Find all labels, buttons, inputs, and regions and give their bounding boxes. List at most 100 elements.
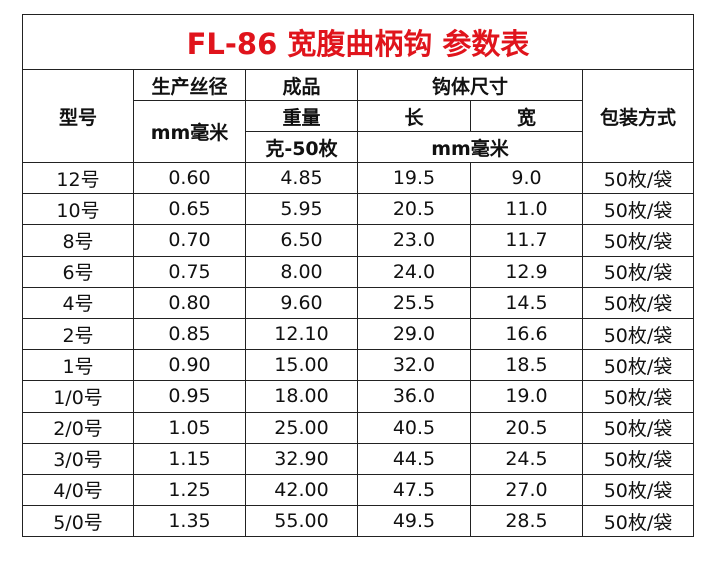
data-cell: 42.00 — [245, 473, 358, 507]
data-cell: 19.5 — [357, 161, 471, 195]
data-cell: 50枚/袋 — [582, 473, 694, 507]
header-cell: 重量 — [245, 100, 358, 132]
data-row: 5/0号 1.35 55.00 49.5 28.5 50枚/袋 — [22, 505, 694, 538]
header-cell: mm毫米 — [357, 131, 583, 163]
data-cell: 55.00 — [245, 505, 358, 538]
data-cell: 9.0 — [470, 161, 583, 195]
data-cell: 1.15 — [133, 442, 246, 475]
data-cell: 0.70 — [133, 224, 246, 257]
data-cell: 1.35 — [133, 505, 246, 538]
data-cell: 49.5 — [357, 505, 471, 538]
data-cell: 50枚/袋 — [582, 411, 694, 444]
data-cell: 6号 — [22, 255, 134, 288]
data-cell: 50枚/袋 — [582, 224, 694, 257]
data-cell: 12.9 — [470, 255, 583, 288]
data-cell: 50枚/袋 — [582, 442, 694, 475]
data-cell: 20.5 — [357, 193, 471, 226]
data-cell: 2/0号 — [22, 411, 134, 444]
data-cell: 23.0 — [357, 224, 471, 257]
data-cell: 4.85 — [245, 161, 358, 195]
title-row: FL-86 宽腹曲柄钩 参数表 — [22, 14, 694, 70]
data-cell: 12.10 — [245, 317, 358, 351]
header-row: mm毫米 重量 长 宽 — [23, 100, 694, 163]
data-cell: 18.5 — [470, 349, 583, 382]
data-cell: 2号 — [22, 317, 134, 351]
data-cell: 0.95 — [133, 380, 246, 413]
data-cell: 24.0 — [357, 255, 471, 288]
data-row: 3/0号 1.15 32.90 44.5 24.5 50枚/袋 — [22, 442, 694, 475]
title: FL-86 宽腹曲柄钩 参数表 — [22, 14, 694, 70]
header-cell: mm毫米 — [133, 100, 246, 163]
data-cell: 50枚/袋 — [582, 380, 694, 413]
header-cell: 型号 — [22, 69, 134, 163]
header-cell: 成品 — [245, 69, 358, 101]
data-cell: 16.6 — [470, 317, 583, 351]
data-row: 2/0号 1.05 25.00 40.5 20.5 50枚/袋 — [22, 411, 694, 444]
data-cell: 1号 — [22, 349, 134, 382]
data-cell: 50枚/袋 — [582, 255, 694, 288]
data-row: 10号 0.65 5.95 20.5 11.0 50枚/袋 — [22, 193, 694, 226]
data-cell: 4号 — [22, 286, 134, 319]
data-cell: 24.5 — [470, 442, 583, 475]
header-row: 型号 生产丝径 成品 钩体尺寸 包装方式 — [22, 69, 694, 163]
data-cell: 3/0号 — [22, 442, 134, 475]
header-row: 克-50枚 mm毫米 — [23, 131, 694, 163]
data-cell: 6.50 — [245, 224, 358, 257]
data-cell: 50枚/袋 — [582, 505, 694, 538]
data-cell: 14.5 — [470, 286, 583, 319]
data-row: 8号 0.70 6.50 23.0 11.7 50枚/袋 — [22, 224, 694, 257]
data-cell: 4/0号 — [22, 473, 134, 507]
data-cell: 28.5 — [470, 505, 583, 538]
data-row: 4号 0.80 9.60 25.5 14.5 50枚/袋 — [22, 286, 694, 319]
data-cell: 11.0 — [470, 193, 583, 226]
header-cell: 钩体尺寸 — [357, 69, 583, 101]
data-cell: 50枚/袋 — [582, 286, 694, 319]
param-table: FL-86 宽腹曲柄钩 参数表 型号 生产丝径 成品 钩体尺寸 包装方式 mm毫… — [22, 14, 694, 538]
data-cell: 50枚/袋 — [582, 161, 694, 195]
data-cell: 1.05 — [133, 411, 246, 444]
data-cell: 15.00 — [245, 349, 358, 382]
data-cell: 50枚/袋 — [582, 193, 694, 226]
data-row: 6号 0.75 8.00 24.0 12.9 50枚/袋 — [22, 255, 694, 288]
data-row: 2号 0.85 12.10 29.0 16.6 50枚/袋 — [22, 317, 694, 351]
header-cell: 长 — [357, 100, 471, 132]
data-cell: 12号 — [22, 161, 134, 195]
data-cell: 19.0 — [470, 380, 583, 413]
data-row: 4/0号 1.25 42.00 47.5 27.0 50枚/袋 — [22, 473, 694, 507]
data-cell: 0.75 — [133, 255, 246, 288]
data-cell: 0.65 — [133, 193, 246, 226]
data-cell: 1.25 — [133, 473, 246, 507]
data-cell: 10号 — [22, 193, 134, 226]
header-cell: 克-50枚 — [245, 131, 358, 163]
data-cell: 50枚/袋 — [582, 349, 694, 382]
data-cell: 9.60 — [245, 286, 358, 319]
data-cell: 20.5 — [470, 411, 583, 444]
data-cell: 50枚/袋 — [582, 317, 694, 351]
data-cell: 29.0 — [357, 317, 471, 351]
data-cell: 36.0 — [357, 380, 471, 413]
header-cell: 生产丝径 — [133, 69, 246, 101]
data-cell: 32.90 — [245, 442, 358, 475]
data-cell: 18.00 — [245, 380, 358, 413]
header-cell: 宽 — [470, 100, 583, 132]
header-cell: 包装方式 — [582, 69, 694, 163]
data-cell: 44.5 — [357, 442, 471, 475]
data-cell: 32.0 — [357, 349, 471, 382]
data-cell: 1/0号 — [22, 380, 134, 413]
data-row: 1/0号 0.95 18.00 36.0 19.0 50枚/袋 — [22, 380, 694, 413]
data-cell: 11.7 — [470, 224, 583, 257]
data-cell: 5/0号 — [22, 505, 134, 538]
data-cell: 40.5 — [357, 411, 471, 444]
data-cell: 0.85 — [133, 317, 246, 351]
data-row: 12号 0.60 4.85 19.5 9.0 50枚/袋 — [22, 161, 694, 195]
data-cell: 8号 — [22, 224, 134, 257]
data-row: 1号 0.90 15.00 32.0 18.5 50枚/袋 — [22, 349, 694, 382]
data-cell: 8.00 — [245, 255, 358, 288]
data-cell: 25.5 — [357, 286, 471, 319]
data-cell: 25.00 — [245, 411, 358, 444]
data-cell: 0.60 — [133, 161, 246, 195]
data-cell: 47.5 — [357, 473, 471, 507]
table-body: FL-86 宽腹曲柄钩 参数表 型号 生产丝径 成品 钩体尺寸 包装方式 mm毫… — [22, 14, 694, 538]
data-cell: 27.0 — [470, 473, 583, 507]
